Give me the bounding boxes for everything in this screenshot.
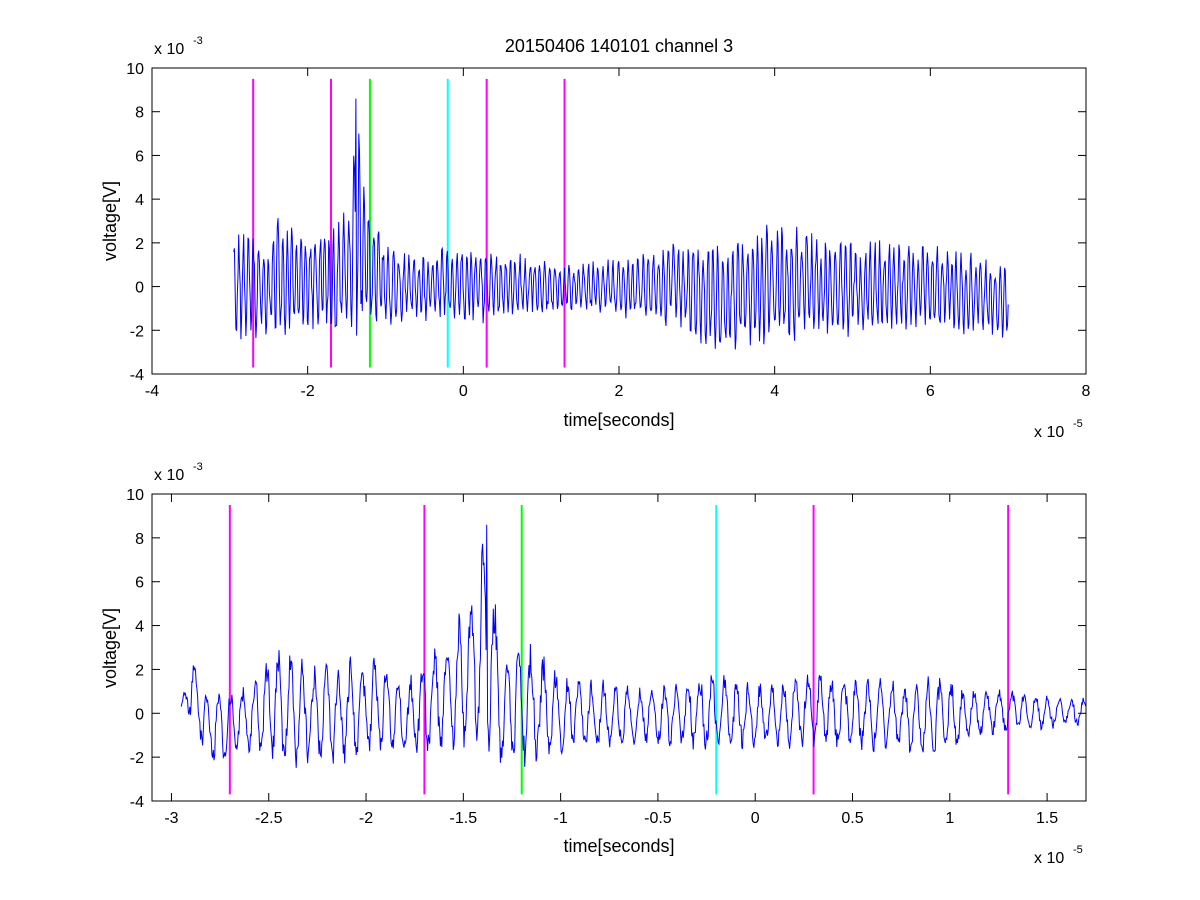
top-plot-y-tick-label: -2 (130, 323, 144, 340)
bottom-plot-x-tick-label: -1 (554, 810, 568, 827)
bottom-plot-x-tick-label: -0.5 (644, 810, 672, 827)
top-plot-y-axis-label: voltage[V] (100, 181, 120, 261)
bottom-plot-axes-box (151, 493, 1087, 802)
top-plot-y-tick-label: 0 (135, 280, 144, 297)
bottom-plot-x-ticks: -3 -2.5 -2 -1.5 -1 -0.5 0 0.5 1 1.5 (164, 494, 1058, 827)
bottom-plot-y-multiplier-exponent: -3 (193, 461, 203, 473)
bottom-plot-x-multiplier: x 10 -5 (1034, 844, 1083, 867)
top-plot-y-ticks: -4 -2 0 2 4 6 8 10 (126, 61, 1086, 384)
bottom-plot-y-tick-label: 4 (135, 619, 144, 636)
bottom-plot-x-tick-label: -2 (359, 810, 373, 827)
top-plot-y-multiplier-base: x 10 (154, 41, 184, 58)
top-plot-axes-box (151, 67, 1087, 375)
bottom-plot-x-multiplier-base: x 10 (1034, 850, 1064, 867)
bottom-plot-x-axis-label: time[seconds] (563, 836, 674, 856)
bottom-plot: -3 -2.5 -2 -1.5 -1 -0.5 0 0.5 1 1.5 -4 -2 0 2 4 6 8 10 t… (100, 461, 1087, 867)
bottom-plot-y-axis-label: voltage[V] (100, 608, 120, 688)
top-plot-signal (233, 98, 1009, 350)
bottom-plot-y-tick-label: -2 (130, 750, 144, 767)
top-plot-x-tick-label: 4 (770, 383, 779, 400)
bottom-plot-x-multiplier-exponent: -5 (1073, 844, 1083, 856)
bottom-plot-x-tick-label: -1.5 (450, 810, 478, 827)
top-plot-y-multiplier-exponent: -3 (193, 35, 203, 47)
top-plot-y-tick-label: 8 (135, 105, 144, 122)
bottom-plot-signal (180, 524, 1087, 768)
bottom-plot-markers (228, 504, 1010, 795)
bottom-plot-y-tick-label: 10 (126, 487, 144, 504)
top-plot: -4 -2 0 2 4 6 8 -4 -2 0 2 4 6 8 10 time[seconds] volt… (100, 35, 1091, 441)
top-plot-x-tick-label: 6 (926, 383, 935, 400)
top-plot-x-multiplier: x 10 -5 (1034, 418, 1083, 441)
top-plot-x-tick-label: -2 (301, 383, 315, 400)
figure-title: 20150406 140101 channel 3 (505, 36, 733, 56)
bottom-plot-y-multiplier: x 10 -3 (154, 461, 203, 484)
bottom-plot-x-tick-label: 0.5 (841, 810, 863, 827)
bottom-plot-y-tick-label: 8 (135, 531, 144, 548)
bottom-plot-y-ticks: -4 -2 0 2 4 6 8 10 (126, 487, 1086, 811)
bottom-plot-y-multiplier-base: x 10 (154, 467, 184, 484)
top-plot-y-tick-label: 6 (135, 148, 144, 165)
bottom-plot-y-tick-label: 2 (135, 662, 144, 679)
bottom-plot-x-tick-label: -2.5 (255, 810, 283, 827)
top-plot-x-tick-label: 8 (1082, 383, 1091, 400)
top-plot-x-tick-label: 2 (615, 383, 624, 400)
bottom-plot-x-tick-label: -3 (164, 810, 178, 827)
top-plot-y-tick-label: 10 (126, 61, 144, 78)
bottom-plot-x-tick-label: 0 (751, 810, 760, 827)
top-plot-x-ticks: -4 -2 0 2 4 6 8 (145, 68, 1091, 400)
top-plot-y-tick-label: 2 (135, 236, 144, 253)
bottom-plot-y-tick-label: 0 (135, 706, 144, 723)
top-plot-y-tick-label: -4 (130, 367, 144, 384)
top-plot-y-multiplier: x 10 -3 (154, 35, 203, 58)
top-plot-y-tick-label: 4 (135, 192, 144, 209)
bottom-plot-x-tick-label: 1 (945, 810, 954, 827)
top-plot-x-tick-label: 0 (459, 383, 468, 400)
top-plot-x-tick-label: -4 (145, 383, 159, 400)
top-plot-x-axis-label: time[seconds] (563, 410, 674, 430)
top-plot-x-multiplier-exponent: -5 (1073, 418, 1083, 430)
bottom-plot-signal-line (180, 524, 1087, 768)
top-plot-markers (252, 78, 566, 368)
top-plot-signal-line (233, 98, 1009, 350)
bottom-plot-y-tick-label: -4 (130, 794, 144, 811)
bottom-plot-x-tick-label: 1.5 (1036, 810, 1058, 827)
top-plot-x-multiplier-base: x 10 (1034, 424, 1064, 441)
bottom-plot-y-tick-label: 6 (135, 575, 144, 592)
